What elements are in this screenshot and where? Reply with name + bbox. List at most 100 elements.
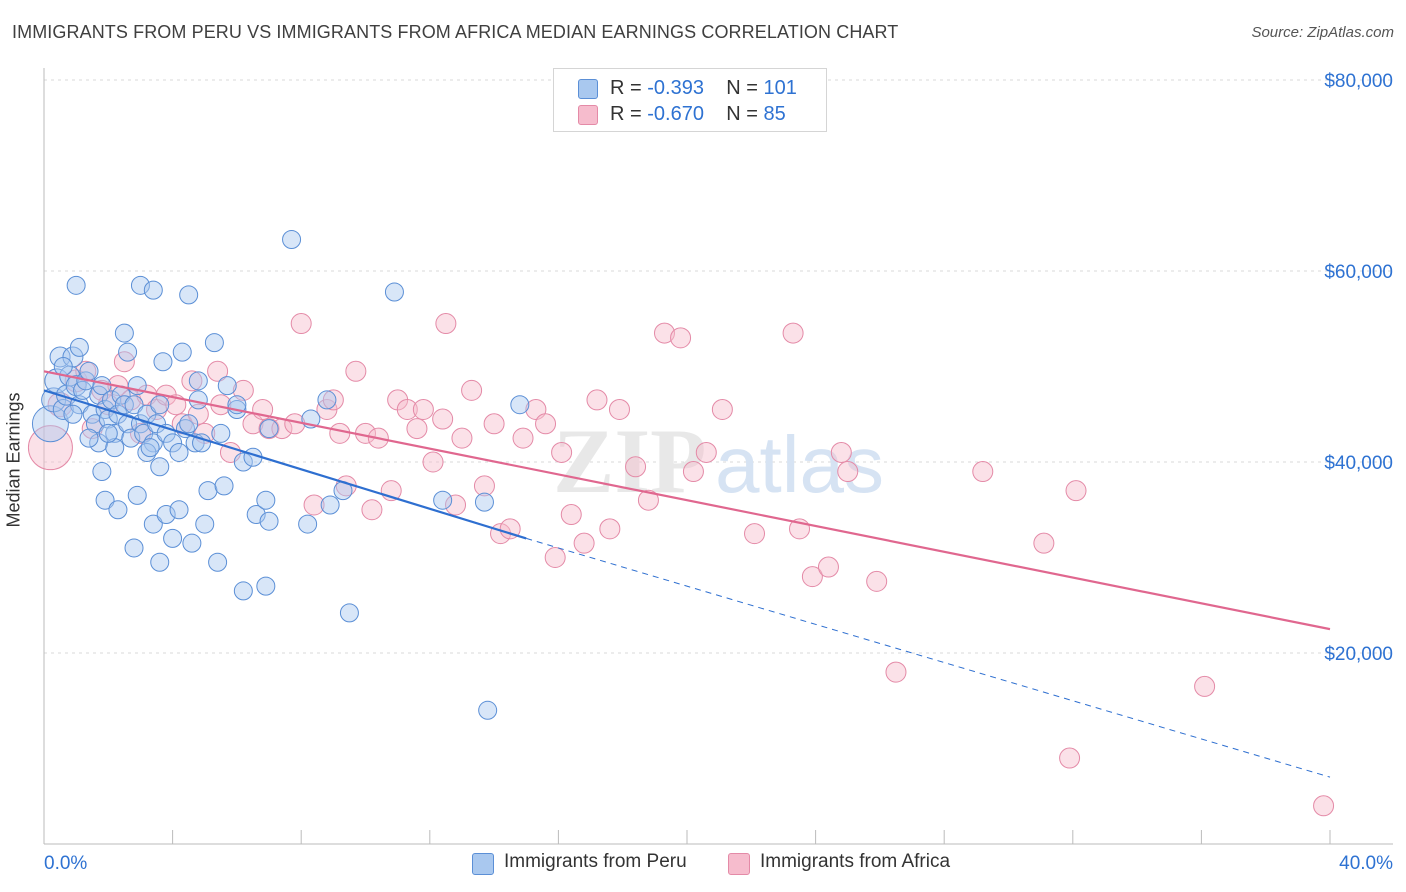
peru-point [105,438,125,458]
peru-point [134,423,154,443]
peru-point [85,414,105,434]
peru-point [208,552,228,572]
africa-point [1194,675,1216,697]
africa-point [551,441,573,463]
africa-point [27,425,73,471]
peru-point [108,404,128,424]
peru-point [150,552,170,572]
peru-point [179,414,199,434]
peru-point [182,533,202,553]
peru-point [169,442,189,462]
peru-point [317,390,337,410]
peru-point [433,490,453,510]
peru-trend-extension [526,537,1331,778]
africa-point [782,322,804,344]
legend-n-value: 85 [763,103,786,125]
africa-point [866,570,888,592]
peru-point [121,428,141,448]
africa-point [837,461,859,483]
peru-point [298,514,318,534]
africa-point [560,504,582,526]
x-tick-label-max: 40.0% [1339,853,1393,874]
africa-point [972,461,994,483]
source-credit: Source: ZipAtlas.com [1251,24,1394,41]
africa-point [544,547,566,568]
africa-point [682,461,704,483]
africa-point [885,661,907,683]
africa-point [345,360,367,382]
peru-point [92,462,112,482]
peru-point [233,581,253,601]
peru-point [339,603,359,623]
peru-point [130,275,150,295]
africa-point [473,475,495,497]
grid-lines [44,79,1393,654]
peru-point [114,395,134,415]
africa-point [290,313,312,335]
watermark: ZIP atlas [553,410,884,512]
peru-point [163,528,183,548]
legend-r-label: R = [610,77,642,99]
peru-point [140,438,160,458]
peru-point [124,395,144,415]
y-axis-label: Median Earnings [3,392,24,528]
peru-point [179,285,199,305]
peru-point [79,361,99,381]
peru-point [256,490,276,510]
africa-point [461,379,483,401]
legend-r-label: R = [610,103,642,125]
africa-point [258,418,280,440]
africa-point [670,327,692,349]
africa-point [599,518,621,540]
peru-trend-line [43,389,527,540]
africa-point [187,403,209,425]
bottom-legend-label-africa: Immigrants from Africa [760,851,951,872]
peru-points [31,229,530,720]
peru-point [384,282,404,302]
chart-title: IMMIGRANTS FROM PERU VS IMMIGRANTS FROM … [12,22,899,42]
africa-point [1033,532,1055,554]
peru-point [188,371,208,391]
peru-point [65,375,87,397]
watermark-atlas: atlas [715,420,884,509]
peru-point [79,428,99,448]
africa-point [329,422,351,444]
peru-point [62,346,84,368]
legend-n-value: 101 [763,77,797,99]
peru-point [69,337,89,357]
peru-point [52,398,74,420]
africa-point [817,556,839,578]
bottom-legend-swatch-peru [472,853,494,875]
legend-swatch-peru [578,79,598,99]
africa-point [445,494,467,516]
africa-point [406,418,428,440]
peru-point [66,275,86,295]
legend-text-africa: R = -0.670 N = 85 [610,103,786,126]
africa-point [451,427,473,449]
africa-points [27,313,1335,817]
correlation-legend: R = -0.393 N = 101 R = -0.670 N = 85 [553,68,827,132]
africa-point [361,499,383,521]
peru-point [320,495,340,515]
africa-point [586,389,608,411]
africa-point [801,566,823,588]
peru-point [214,476,234,496]
africa-point [396,398,418,420]
africa-point [1059,747,1081,769]
bottom-legend-swatch-africa [728,853,750,875]
peru-point [198,481,218,501]
africa-point [695,441,717,463]
peru-point [150,395,170,415]
africa-point [744,523,766,545]
y-tick-label: $60,000 [1324,262,1393,283]
trend-lines [43,370,1331,778]
peru-point [169,500,189,520]
africa-point [830,441,852,463]
peru-point [217,376,237,396]
tick-labels: $20,000 $40,000 $60,000 $80,000 0.0% 40.0% [44,71,1393,874]
africa-point [711,398,733,420]
africa-point [653,322,675,344]
peru-point [474,492,494,512]
peru-point [98,423,118,443]
